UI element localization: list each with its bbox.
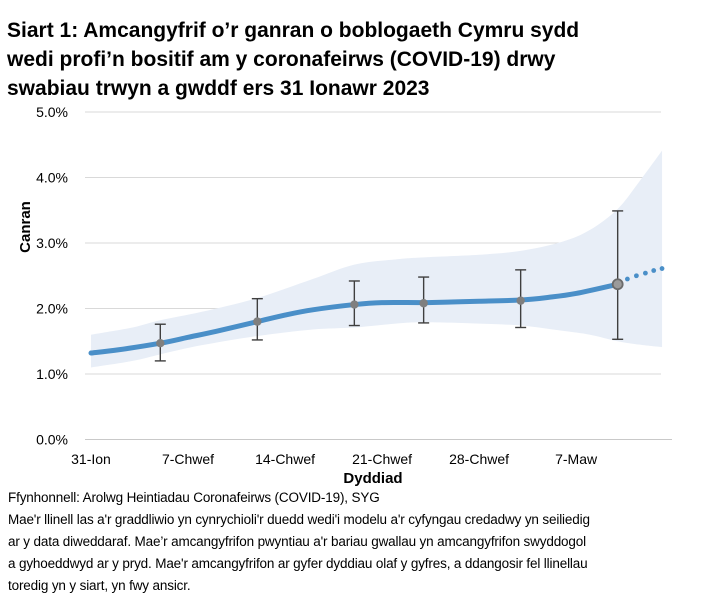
y-tick-label: 1.0% xyxy=(36,366,68,382)
source-line: Ffynhonnell: Arolwg Heintiadau Coronafei… xyxy=(8,490,380,505)
data-point-marker xyxy=(419,299,428,308)
note-line-1: Mae'r llinell las a'r graddliwio yn cynr… xyxy=(8,512,590,527)
trend-dotted-dot xyxy=(624,276,630,282)
data-point-marker xyxy=(156,339,165,348)
x-tick-label: 28-Chwef xyxy=(449,451,509,467)
chart-title-line-2: wedi profi’n bositif am y coronafeirws (… xyxy=(7,48,556,71)
note-line-2: ar y data diweddaraf. Mae’r amcangyfrifo… xyxy=(8,534,586,549)
x-axis-title: Dyddiad xyxy=(343,470,402,487)
y-tick-label: 0.0% xyxy=(36,432,68,448)
y-axis-title: Canran xyxy=(17,201,34,253)
y-tick-label: 5.0% xyxy=(36,104,68,120)
data-point-marker xyxy=(253,317,262,326)
x-tick-label: 14-Chwef xyxy=(255,451,315,467)
chart-footer: Ffynhonnell: Arolwg Heintiadau Coronafei… xyxy=(8,487,702,597)
x-tick-label: 7-Chwef xyxy=(162,451,214,467)
y-tick-label: 2.0% xyxy=(36,301,68,317)
y-tick-label: 3.0% xyxy=(36,235,68,251)
note-line-4: toredig yn y siart, yn fwy ansicr. xyxy=(8,578,191,593)
chart-title-line-1: Siart 1: Amcangyfrif o’r ganran o boblog… xyxy=(7,19,580,42)
chart-title: Siart 1: Amcangyfrif o’r ganran o boblog… xyxy=(7,16,697,103)
x-tick-label: 21-Chwef xyxy=(352,451,412,467)
trend-dotted-dot xyxy=(633,273,639,279)
data-point-marker xyxy=(350,300,359,309)
data-point-marker xyxy=(516,296,525,305)
credible-interval-band xyxy=(91,150,663,368)
x-tick-label: 31-Ion xyxy=(71,451,111,467)
y-tick-label: 4.0% xyxy=(36,170,68,186)
chart-title-line-3: swabiau trwyn a gwddf ers 31 Ionawr 2023 xyxy=(7,77,430,100)
data-point-marker xyxy=(611,278,624,291)
trend-dotted-dot xyxy=(651,268,657,273)
trend-dotted-dot xyxy=(659,266,665,271)
note-line-3: a gyhoeddwyd ar y pryd. Mae'r amcangyfri… xyxy=(8,556,588,571)
x-tick-label: 7-Maw xyxy=(555,451,598,467)
trend-dotted-dot xyxy=(643,270,648,276)
